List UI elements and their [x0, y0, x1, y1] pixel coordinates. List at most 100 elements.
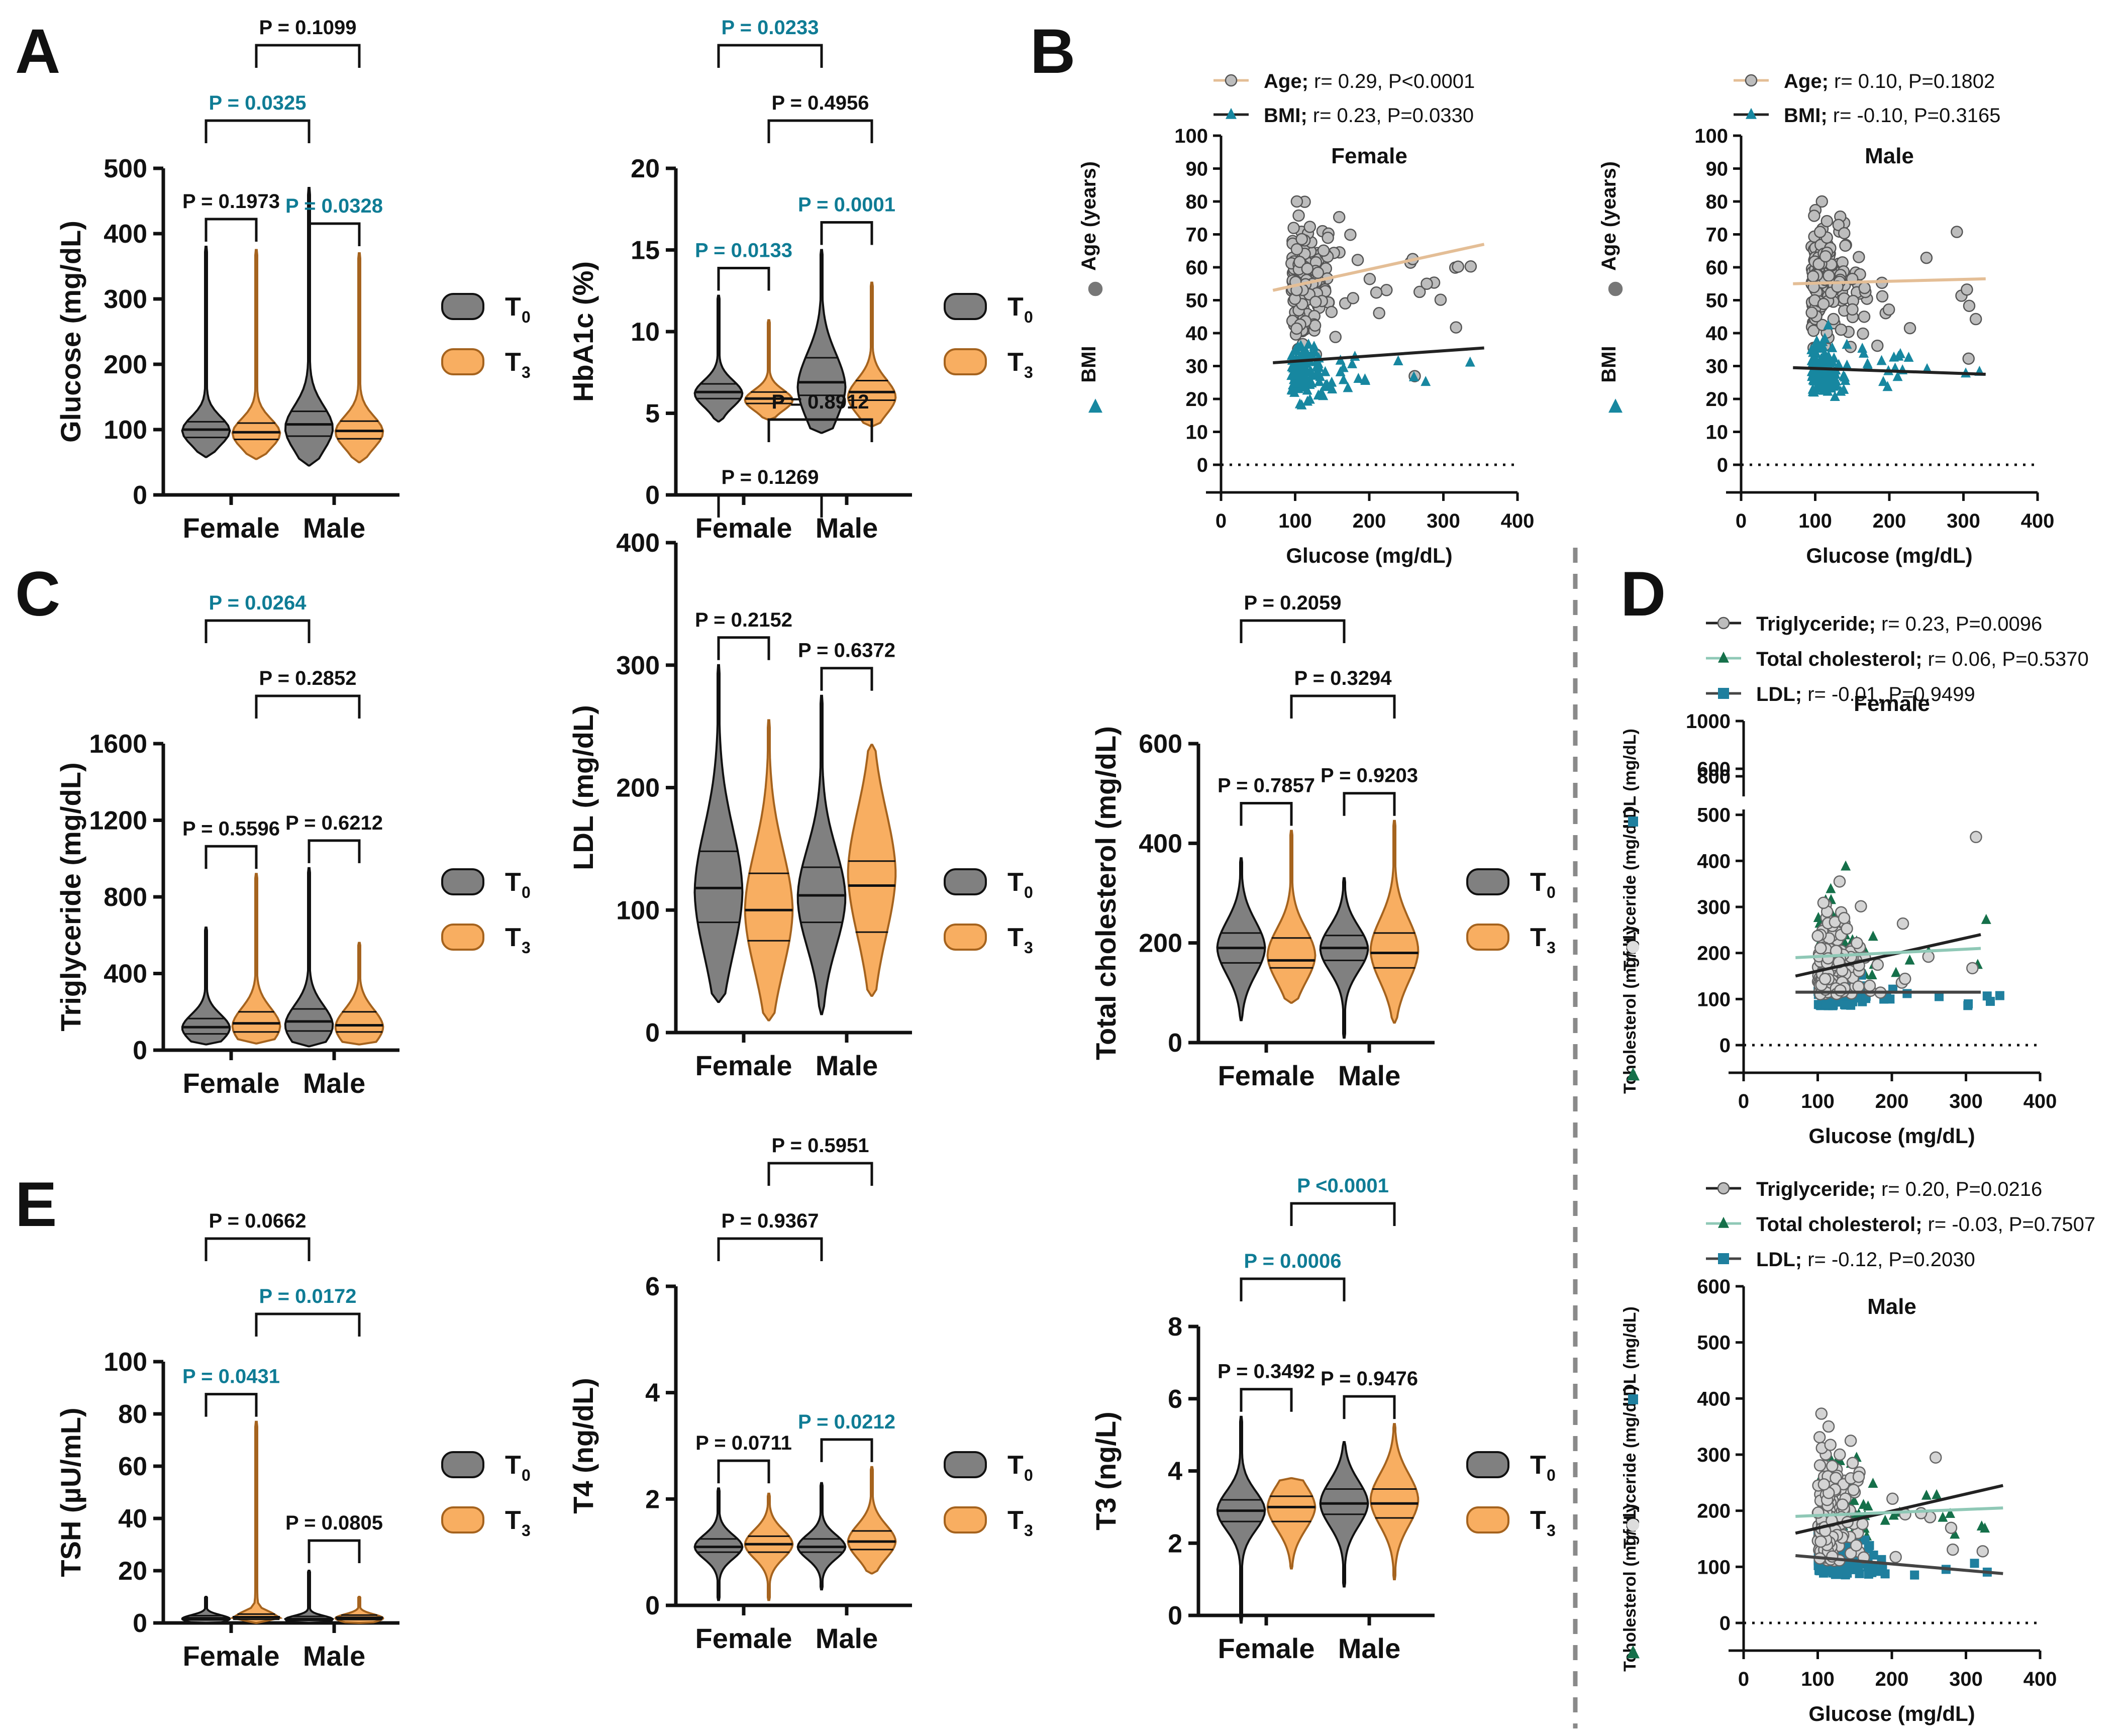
- violin: [284, 187, 334, 467]
- scatter-point: [1852, 1470, 1865, 1483]
- scatter-point: [1880, 1514, 1890, 1525]
- scatter-point: [1320, 366, 1331, 376]
- scatter-point: [1830, 391, 1840, 401]
- y-axis-side-label: LDL (mg/dL): [1621, 1306, 1640, 1407]
- y-tick-label: 15: [631, 236, 660, 265]
- scatter-point: [1868, 931, 1878, 941]
- legend-stat: r= -0.01, P=0.9499: [1802, 683, 1975, 705]
- scatter-point: [1964, 999, 1973, 1008]
- legend-subscript: 0: [1024, 1466, 1033, 1484]
- scatter-point: [1876, 290, 1889, 303]
- y-tick-label: 100: [104, 1348, 147, 1377]
- scatter-point: [1290, 322, 1303, 335]
- scatter-point: [1888, 1509, 1899, 1520]
- panel-letter-b: B: [1030, 17, 1075, 86]
- y-tick-label: 60: [1706, 257, 1729, 279]
- y-tick-label: 500: [104, 154, 147, 183]
- scatter-point: [1841, 922, 1853, 935]
- scatter-point: [1824, 1439, 1837, 1451]
- scatter-point: [1807, 325, 1820, 337]
- scatter-point: [1343, 382, 1353, 392]
- legend-stat: r= 0.06, P=0.5370: [1922, 648, 2088, 670]
- x-category-label: Female: [695, 512, 792, 544]
- legend-series-name: BMI;: [1784, 105, 1828, 127]
- scatter-point: [1807, 270, 1819, 283]
- violin: [181, 1596, 231, 1624]
- scatter-point: [1302, 384, 1312, 395]
- fit-line: [1272, 243, 1485, 292]
- legend-swatch: [1466, 868, 1509, 895]
- legend-label: T: [1007, 1451, 1024, 1480]
- chart-t4: 0 2 4 6 T4 (ng/dL) Female Male P = 0.0711 P = 0.…: [567, 1135, 1033, 1654]
- scatter-point: [1815, 1407, 1828, 1420]
- legend-subscript: 0: [1547, 883, 1556, 901]
- y-tick-label: 100: [616, 896, 660, 925]
- scatter-point: [1857, 327, 1869, 340]
- y-tick-label: 70: [1186, 224, 1208, 246]
- scatter-point: [1465, 356, 1475, 367]
- scatter-point: [1932, 1489, 1942, 1499]
- comparison-bracket: [205, 1237, 311, 1261]
- legend-text: Age; r= 0.29, P<0.0001: [1264, 70, 1475, 92]
- chart-glucose: 0 100 200 300 400 500 Glucose (mg/dL) Female Mal…: [55, 17, 531, 544]
- scatter-point: [1805, 306, 1818, 319]
- scatter-point: [1835, 323, 1848, 336]
- y-tick-label: 600: [1697, 1276, 1731, 1298]
- scatter-point: [1718, 1253, 1729, 1264]
- scatter-point: [1829, 1565, 1838, 1574]
- scatter-point: [1303, 221, 1317, 233]
- scatter-point: [1809, 375, 1819, 386]
- scatter-point: [1868, 1478, 1878, 1488]
- fit-line: [1795, 1484, 2003, 1535]
- legend-stat: r= -0.03, P=0.7507: [1922, 1213, 2095, 1236]
- p-value-label: P = 0.5951: [772, 1135, 869, 1157]
- y-axis-label: HbA1c (%): [567, 261, 599, 402]
- scatter-point: [1855, 900, 1867, 912]
- y-tick-label: 50: [1706, 290, 1729, 312]
- scatter-point: [1327, 383, 1338, 393]
- scatter-point: [1335, 354, 1346, 365]
- x-tick-label: 100: [1798, 510, 1832, 532]
- y-tick-label: 90: [1186, 158, 1208, 180]
- scatter-point: [1628, 1394, 1638, 1404]
- scatter-point: [1836, 385, 1846, 396]
- scatter-point: [1295, 233, 1308, 246]
- y-tick-label: 0: [1719, 1035, 1731, 1057]
- p-value-label: P = 0.0662: [209, 1210, 307, 1232]
- scatter-point: [1823, 359, 1834, 370]
- fit-line: [1795, 1554, 2003, 1575]
- y-axis-label-bmi: BMI: [1598, 346, 1620, 382]
- legend-label: T: [1007, 1506, 1024, 1535]
- scatter-point: [1842, 339, 1852, 349]
- violin: [796, 694, 847, 1015]
- scatter-point: [1829, 352, 1839, 363]
- y-axis-label: T3 (ng/L): [1090, 1411, 1122, 1530]
- scatter-point: [1863, 1500, 1873, 1511]
- y-axis-label: Glucose (mg/dL): [55, 221, 86, 443]
- y-tick-label: 0: [133, 481, 147, 510]
- chart-tsh: 0 20 40 60 80 100 TSH (µU/mL) Female Male P = 0.0…: [55, 1210, 531, 1672]
- axis-break: [1738, 796, 1750, 809]
- p-value-label: P = 0.0001: [798, 194, 895, 216]
- scatter-point: [1995, 991, 2004, 1000]
- scatter-point: [1292, 209, 1305, 222]
- x-category-label: Female: [183, 1640, 280, 1672]
- scatter-point: [1627, 1067, 1640, 1081]
- comparison-bracket: [717, 493, 823, 518]
- scatter-point: [1834, 1448, 1846, 1461]
- y-axis-label: Total cholesterol (mg/dL): [1090, 726, 1122, 1060]
- violin: [693, 1487, 744, 1601]
- x-axis-label: Glucose (mg/dL): [1808, 1702, 1975, 1725]
- y-tick-label: 80: [1186, 191, 1208, 213]
- comparison-bracket: [1240, 802, 1293, 826]
- scatter-point: [1818, 341, 1829, 352]
- scatter-point: [1830, 368, 1841, 379]
- legend-subscript: 0: [1547, 1466, 1556, 1484]
- scatter-point: [1314, 376, 1325, 386]
- scatter-point: [1627, 941, 1640, 954]
- chart-hba1c: 0 5 10 15 20 HbA1c (%) Female Male P = 0.0133 P =…: [567, 17, 1033, 544]
- chart-title: Female: [1331, 144, 1407, 168]
- x-tick-label: 0: [1216, 510, 1227, 532]
- scatter-point: [1904, 954, 1915, 965]
- y-tick-label: 0: [133, 1036, 147, 1065]
